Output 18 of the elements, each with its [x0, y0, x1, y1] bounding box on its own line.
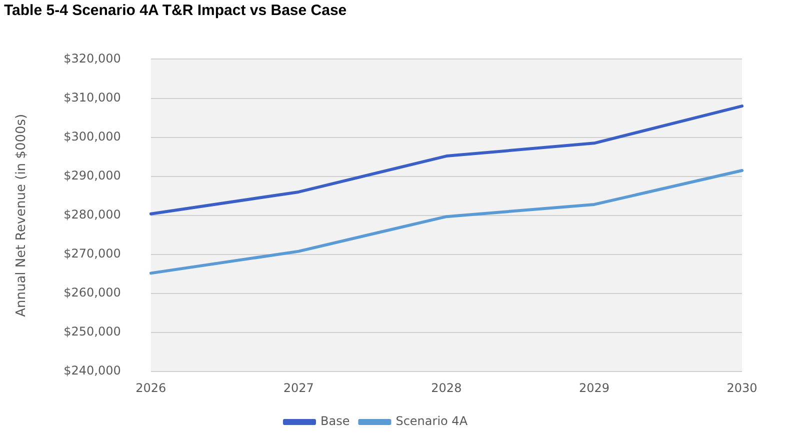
y-tick-label: $250,000 [64, 324, 121, 339]
x-tick-label: 2028 [431, 380, 462, 395]
legend-label: Base [320, 414, 350, 428]
y-tick-label: $310,000 [64, 90, 121, 104]
chart-title: Table 5-4 Scenario 4A T&R Impact vs Base Case [4, 2, 348, 21]
y-tick-label: $320,000 [64, 51, 121, 66]
y-tick-label: $300,000 [64, 129, 121, 144]
y-tick-label: $290,000 [64, 168, 121, 182]
x-tick-label: 2030 [726, 380, 758, 395]
y-tick-label: $240,000 [64, 364, 121, 378]
y-tick-label: $260,000 [64, 286, 121, 300]
legend-label: Scenario 4A [396, 414, 468, 428]
x-tick-label: 2029 [578, 380, 610, 395]
y-tick-label: $270,000 [64, 246, 121, 261]
y-axis-title: Annual Net Revenue (in $000s) [14, 114, 30, 317]
x-tick-label: 2026 [136, 380, 166, 395]
y-tick-label: $280,000 [64, 208, 121, 222]
x-tick-label: 2027 [283, 380, 314, 395]
